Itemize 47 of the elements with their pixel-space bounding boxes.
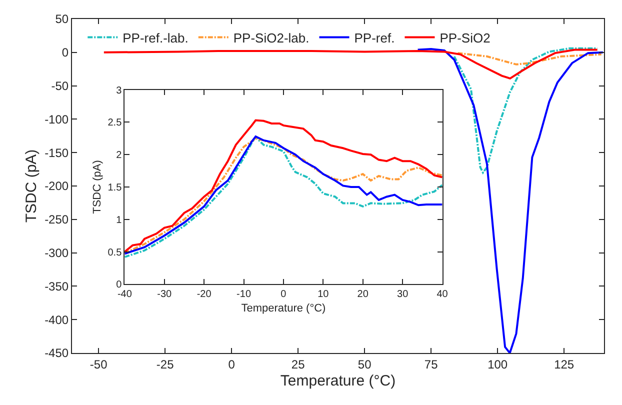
y-tick-label: -450 bbox=[44, 346, 69, 360]
x-tick-label: 0 bbox=[280, 289, 287, 300]
x-tick-label: 100 bbox=[488, 357, 508, 372]
y-tick-label: 50 bbox=[55, 12, 69, 26]
y-axis-title: TSDC (pA) bbox=[22, 149, 40, 223]
y-tick-label: -400 bbox=[44, 312, 69, 327]
y-tick-label: 0 bbox=[116, 280, 122, 291]
x-tick-label: -30 bbox=[157, 289, 172, 300]
x-tick-label: -25 bbox=[156, 357, 174, 372]
x-tick-label: -40 bbox=[117, 289, 132, 300]
line-series bbox=[453, 47, 598, 174]
x-axis-title: Temperature (°C) bbox=[241, 302, 326, 314]
x-tick-label: 50 bbox=[358, 357, 372, 372]
y-tick-label: -350 bbox=[44, 279, 69, 294]
y-axis-title: TSDC (pA) bbox=[91, 160, 104, 214]
x-tick-label: -50 bbox=[90, 357, 108, 372]
line-series bbox=[416, 48, 604, 353]
legend-label: PP-SiO2-lab. bbox=[233, 30, 310, 46]
y-tick-label: -200 bbox=[44, 179, 69, 194]
x-tick-label: 25 bbox=[291, 357, 306, 372]
x-tick-label: 75 bbox=[424, 357, 438, 372]
x-axis-title: Temperature (°C) bbox=[280, 372, 396, 390]
y-tick-label: -250 bbox=[44, 212, 69, 227]
x-tick-label: -20 bbox=[196, 289, 212, 300]
y-tick-label: 0 bbox=[62, 46, 69, 60]
y-tick-label: 1.5 bbox=[108, 182, 122, 194]
x-tick-label: 125 bbox=[554, 357, 574, 372]
x-tick-label: 0 bbox=[228, 357, 236, 372]
y-tick-label: 0.5 bbox=[108, 247, 122, 258]
y-tick-label: -150 bbox=[44, 146, 69, 160]
legend-label: PP-ref.-lab. bbox=[122, 30, 188, 46]
legend-label: PP-SiO2 bbox=[440, 30, 490, 46]
x-tick-label: -10 bbox=[236, 289, 252, 300]
y-tick-label: -50 bbox=[51, 79, 69, 93]
x-tick-label: 10 bbox=[318, 289, 330, 300]
x-tick-label: 20 bbox=[357, 289, 369, 300]
y-tick-label: 2 bbox=[116, 150, 122, 162]
legend-label: PP-ref. bbox=[354, 30, 395, 46]
line-series bbox=[456, 52, 602, 66]
x-tick-label: 40 bbox=[436, 289, 448, 300]
y-tick-label: 1 bbox=[116, 214, 122, 226]
y-tick-label: 3 bbox=[116, 85, 122, 96]
y-tick-label: -300 bbox=[44, 246, 69, 260]
x-tick-label: 30 bbox=[397, 289, 409, 300]
y-tick-label: -100 bbox=[44, 112, 69, 126]
line-series bbox=[102, 48, 598, 80]
y-tick-label: 2.5 bbox=[108, 118, 122, 129]
